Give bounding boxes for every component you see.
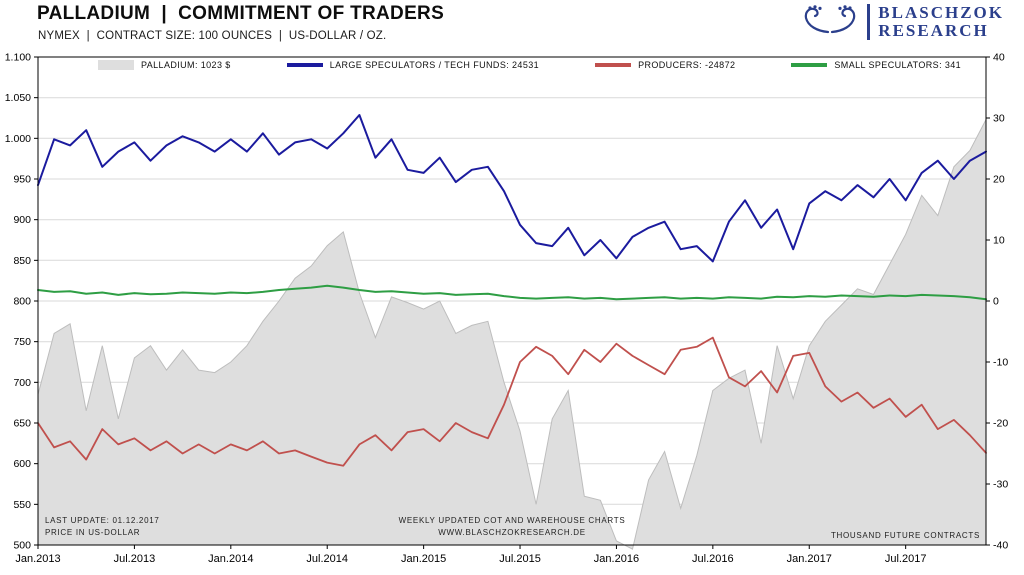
palladium-area	[38, 119, 986, 550]
footer-right: THOUSAND FUTURE CONTRACTS	[586, 530, 980, 542]
legend-label-palladium: PALLADIUM: 1023 $	[141, 60, 231, 70]
weekly-update-note: WEEKLY UPDATED COT AND WAREHOUSE CHARTS	[398, 516, 626, 525]
blaschzok-logo: BLASCHZOK RESEARCH	[801, 3, 1004, 41]
legend-item-palladium: PALLADIUM: 1023 $	[98, 60, 231, 70]
legend-label-large_speculators: LARGE SPECULATORS / TECH FUNDS: 24531	[329, 60, 540, 70]
left-axis-label: 800	[13, 296, 31, 308]
axes: 1.100 1.050 1.000 950 900 850 800 750 700 650 600 5…	[5, 52, 1009, 566]
x-axis-label: Jan.2016	[594, 553, 639, 565]
left-axis-label: 700	[13, 377, 31, 389]
legend-swatch-producers	[595, 63, 632, 67]
left-axis-label: 1.000	[5, 133, 31, 145]
logo-line2: RESEARCH	[878, 21, 989, 41]
right-axis-label: 0	[993, 296, 999, 308]
x-axis-label: Jul.2014	[306, 553, 348, 565]
large_speculators-line	[37, 114, 987, 263]
x-axis-label: Jan.2017	[787, 553, 832, 565]
x-axis-label: Jan.2013	[15, 553, 60, 565]
blaschzok-logo-icon	[801, 5, 859, 40]
chart-legend: PALLADIUM: 1023 $ LARGE SPECULATORS / TEC…	[98, 60, 961, 70]
right-axis-label: -40	[993, 540, 1008, 552]
legend-swatch-large_speculators	[286, 63, 323, 67]
logo-divider	[867, 4, 871, 41]
legend-swatch-palladium	[98, 60, 134, 70]
left-axis-label: 1.100	[5, 52, 31, 64]
right-axis-label: -10	[993, 357, 1008, 369]
left-axis-label: 550	[13, 499, 31, 511]
palladium-outline	[37, 119, 987, 550]
legend-item-large_speculators: LARGE SPECULATORS / TECH FUNDS: 24531	[286, 60, 540, 70]
last-update-note: LAST UPDATE: 01.12.2017	[45, 516, 160, 525]
x-axis-label: Jul.2013	[114, 553, 156, 565]
right-axis-label: -20	[993, 418, 1008, 430]
right-axis-label: -30	[993, 479, 1008, 491]
left-axis-label: 950	[13, 174, 31, 186]
x-axis-label: Jul.2017	[885, 553, 927, 565]
left-axis-label: 850	[13, 255, 31, 267]
left-axis-label: 500	[13, 540, 31, 552]
footer-left: LAST UPDATE: 01.12.2017 PRICE IN US-DOLL…	[45, 515, 160, 539]
legend-label-small_speculators: SMALL SPECULATORS: 341	[834, 60, 962, 70]
left-axis-label: 750	[13, 336, 31, 348]
small_speculators-line	[37, 284, 987, 301]
right-axis-unit-note: THOUSAND FUTURE CONTRACTS	[830, 531, 980, 540]
series	[37, 114, 987, 550]
right-axis-label: 40	[993, 52, 1005, 64]
left-axis-label: 1.050	[5, 92, 31, 104]
page-title: PALLADIUM | COMMITMENT OF TRADERS	[37, 3, 445, 24]
footer-center: WEEKLY UPDATED COT AND WAREHOUSE CHARTS …	[312, 515, 712, 539]
x-axis-label: Jan.2015	[401, 553, 446, 565]
right-axis-label: 20	[993, 174, 1005, 186]
legend-item-small_speculators: SMALL SPECULATORS: 341	[791, 60, 961, 70]
price-unit-note: PRICE IN US-DOLLAR	[45, 528, 141, 537]
x-axis-label: Jul.2015	[499, 553, 541, 565]
left-axis-label: 600	[13, 458, 31, 470]
producers-line	[37, 336, 987, 467]
legend-swatch-small_speculators	[791, 63, 828, 67]
legend-label-producers: PRODUCERS: -24872	[638, 60, 736, 70]
x-axis-label: Jan.2014	[208, 553, 253, 565]
page-subtitle: NYMEX | CONTRACT SIZE: 100 OUNCES | US-D…	[38, 30, 387, 42]
right-axis-label: 10	[993, 235, 1005, 247]
logo-text: BLASCHZOK RESEARCH	[878, 3, 1004, 41]
legend-item-producers: PRODUCERS: -24872	[595, 60, 735, 70]
left-axis-label: 900	[13, 214, 31, 226]
logo-line1: BLASCHZOK	[878, 3, 1004, 22]
right-axis-label: 30	[993, 113, 1005, 125]
website-note: WWW.BLASCHZOKRESEARCH.DE	[438, 528, 586, 537]
left-axis-label: 650	[13, 418, 31, 430]
x-axis-label: Jul.2016	[692, 553, 734, 565]
